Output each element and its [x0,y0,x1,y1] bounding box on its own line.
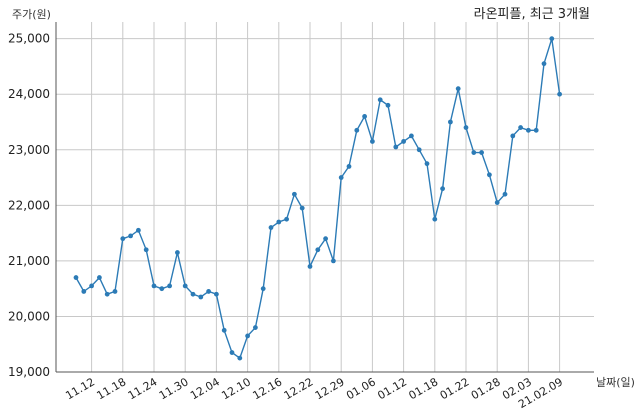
data-point [494,200,500,205]
x-tick-label: 12.29 [313,375,347,402]
y-tick-label: 20,000 [8,309,50,323]
data-point [526,127,531,133]
data-point [331,258,336,264]
data-point [385,102,391,108]
x-tick-label: 11.24 [126,375,160,402]
data-point [81,289,87,294]
x-axis-label: 날짜(일) [596,375,635,389]
y-tick-label: 23,000 [8,143,50,157]
data-point [260,286,266,292]
data-point [315,247,321,253]
y-tick-label: 24,000 [8,87,50,101]
data-point [89,283,94,289]
data-point [510,133,516,139]
price-series [73,36,562,361]
x-tick-label: 01.22 [438,375,472,402]
data-point [440,186,445,192]
data-point [370,139,375,144]
data-point [401,139,406,144]
data-point [299,205,305,211]
x-tick-label: 01.06 [344,375,378,402]
x-tick-label: 12.04 [188,375,222,402]
data-point [120,236,126,242]
data-point [112,289,118,294]
y-tick-label: 22,000 [8,198,50,212]
x-tick-label: 01.28 [469,375,503,402]
data-point [175,250,180,255]
data-point [502,191,508,197]
data-point [214,291,219,297]
data-point [346,164,352,169]
data-point [377,97,383,103]
data-point [292,191,297,197]
data-point [104,291,110,297]
data-point [323,236,328,242]
x-tick-label: 01.18 [407,375,441,402]
data-point [159,286,165,292]
data-point [448,119,453,125]
data-point [143,247,149,253]
data-point [307,264,313,269]
y-tick-label: 21,000 [8,254,50,268]
data-point [557,91,562,97]
data-point [487,172,492,178]
data-point [190,291,196,297]
data-point [393,144,399,150]
data-point [424,161,430,167]
data-point [549,36,555,42]
data-point [151,283,157,289]
data-point [432,216,438,222]
x-axis-ticks: 11.1211.1811.2411.3012.0412.1012.1612.22… [63,375,565,411]
data-point [182,283,188,289]
y-tick-label: 19,000 [8,365,50,379]
data-point [362,114,367,119]
data-point [276,219,282,225]
data-point [229,350,235,355]
x-tick-label: 12.16 [251,375,285,402]
y-tick-label: 25,000 [8,32,50,46]
grid-lines [56,22,594,373]
x-tick-label: 11.18 [95,375,129,402]
x-tick-label: 01.12 [375,375,409,402]
data-point [518,125,523,130]
data-point [253,325,258,330]
x-tick-label: 12.22 [282,375,316,402]
data-point [533,127,539,133]
data-point [463,125,469,130]
data-point [167,283,173,289]
chart-title: 라온피플, 최근 3개월 [474,7,590,22]
series-line [75,38,561,360]
data-point [73,275,79,280]
x-tick-label: 11.12 [63,375,97,402]
y-axis-ticks: 19,000 20,000 21,000 22,000 23,000 24,000 25,0… [8,32,50,379]
data-point [471,150,477,155]
data-point [136,227,141,233]
x-tick-label: 11.30 [157,375,191,402]
data-point [284,216,289,222]
data-point [455,86,461,92]
data-point [245,333,251,339]
data-point [416,147,422,153]
data-point [198,294,204,300]
data-point [237,355,243,361]
data-point [221,327,227,333]
data-point [268,225,274,230]
data-point [541,61,547,67]
data-point [206,289,212,294]
y-axis-label: 주가(원) [12,8,51,21]
data-point [338,175,344,180]
data-point [409,133,414,139]
data-point [97,275,102,280]
plot-frame [55,22,594,373]
x-tick-label: 12.10 [219,375,253,402]
data-point [479,150,484,155]
data-point [354,127,360,133]
data-point [128,233,134,239]
